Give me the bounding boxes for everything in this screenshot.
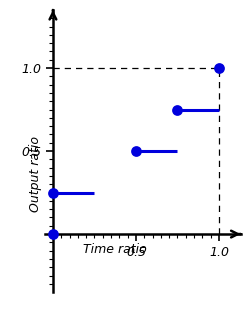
Point [51,190,55,195]
Text: Output ratio: Output ratio [29,136,42,211]
Text: Time ratio: Time ratio [83,243,147,256]
Point [51,231,55,237]
Point [176,107,180,112]
Point [134,148,138,154]
Point [217,65,221,71]
